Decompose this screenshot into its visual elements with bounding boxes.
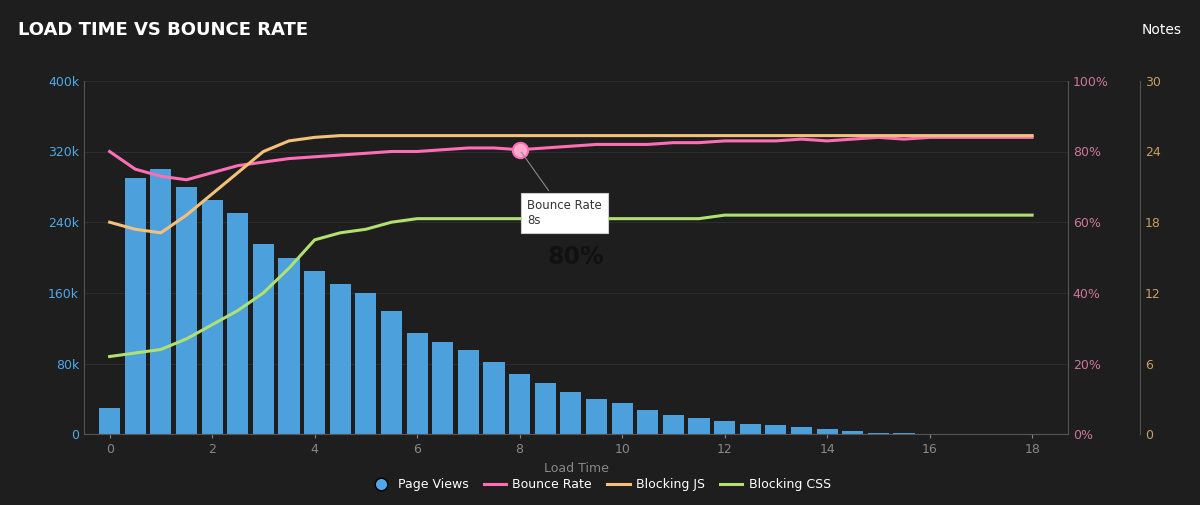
Bar — [894, 433, 914, 434]
Bar — [304, 271, 325, 434]
Bar — [125, 178, 145, 434]
Bar — [330, 284, 350, 434]
Text: Notes: Notes — [1142, 23, 1182, 37]
Bar — [612, 403, 632, 434]
Bar — [868, 432, 889, 434]
Bar — [202, 200, 223, 434]
Bar — [662, 415, 684, 434]
Bar — [817, 429, 838, 434]
Bar — [714, 421, 736, 434]
Bar — [432, 341, 454, 434]
Bar — [766, 425, 786, 434]
Bar — [100, 408, 120, 434]
Text: LOAD TIME VS BOUNCE RATE: LOAD TIME VS BOUNCE RATE — [18, 21, 308, 39]
Bar — [586, 399, 607, 434]
Bar — [278, 258, 300, 434]
Bar — [355, 293, 377, 434]
Bar — [509, 374, 530, 434]
Bar — [637, 410, 659, 434]
Bar — [407, 333, 427, 434]
Text: Bounce Rate
8s: Bounce Rate 8s — [521, 152, 602, 227]
Bar — [458, 350, 479, 434]
Bar — [484, 362, 504, 434]
Bar — [560, 392, 581, 434]
Bar — [150, 169, 172, 434]
Bar — [253, 244, 274, 434]
Bar — [791, 427, 812, 434]
Bar — [689, 418, 709, 434]
Bar — [535, 383, 556, 434]
Bar — [739, 424, 761, 434]
Bar — [227, 213, 248, 434]
Bar — [842, 431, 863, 434]
Legend: Page Views, Bounce Rate, Blocking JS, Blocking CSS: Page Views, Bounce Rate, Blocking JS, Bl… — [365, 473, 835, 496]
Bar — [176, 187, 197, 434]
Bar — [380, 311, 402, 434]
Text: 80%: 80% — [548, 245, 605, 269]
X-axis label: Load Time: Load Time — [544, 462, 608, 475]
